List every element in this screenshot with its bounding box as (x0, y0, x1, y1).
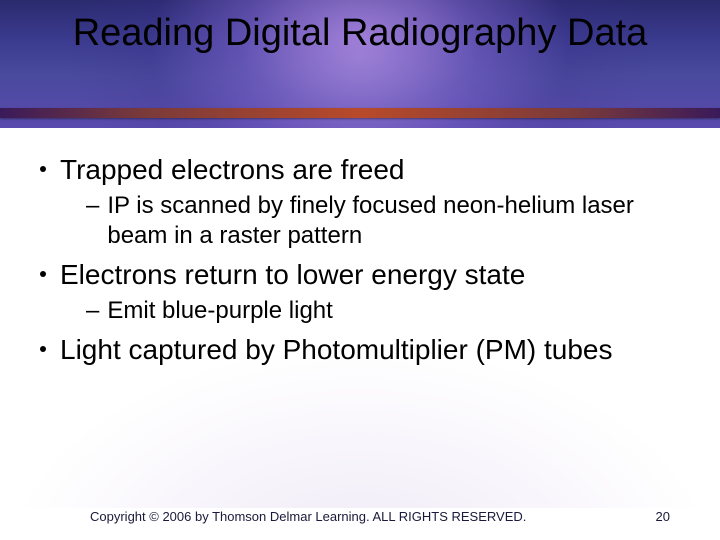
bullet-dot-icon (40, 271, 46, 277)
bullet-sub-item: – IP is scanned by finely focused neon-h… (86, 191, 680, 251)
bullet-text: Light captured by Photomultiplier (PM) t… (60, 332, 613, 367)
bullet-dash-icon: – (86, 296, 99, 326)
bullet-text: Trapped electrons are freed (60, 152, 405, 187)
slide-body: Trapped electrons are freed – IP is scan… (0, 128, 720, 508)
page-number: 20 (656, 509, 670, 524)
bullet-item: Trapped electrons are freed (40, 152, 680, 187)
copyright-text: Copyright © 2006 by Thomson Delmar Learn… (90, 509, 526, 524)
bullet-text: Electrons return to lower energy state (60, 257, 525, 292)
bullet-item: Electrons return to lower energy state (40, 257, 680, 292)
bullet-sub-item: – Emit blue-purple light (86, 296, 680, 326)
bullet-dot-icon (40, 166, 46, 172)
bullet-text: IP is scanned by finely focused neon-hel… (107, 191, 680, 251)
bullet-dot-icon (40, 346, 46, 352)
slide-header: Reading Digital Radiography Data (0, 0, 720, 128)
bullet-item: Light captured by Photomultiplier (PM) t… (40, 332, 680, 367)
title-underline (0, 108, 720, 118)
slide-title: Reading Digital Radiography Data (0, 12, 720, 56)
bullet-text: Emit blue-purple light (107, 296, 332, 326)
bullet-dash-icon: – (86, 191, 99, 221)
